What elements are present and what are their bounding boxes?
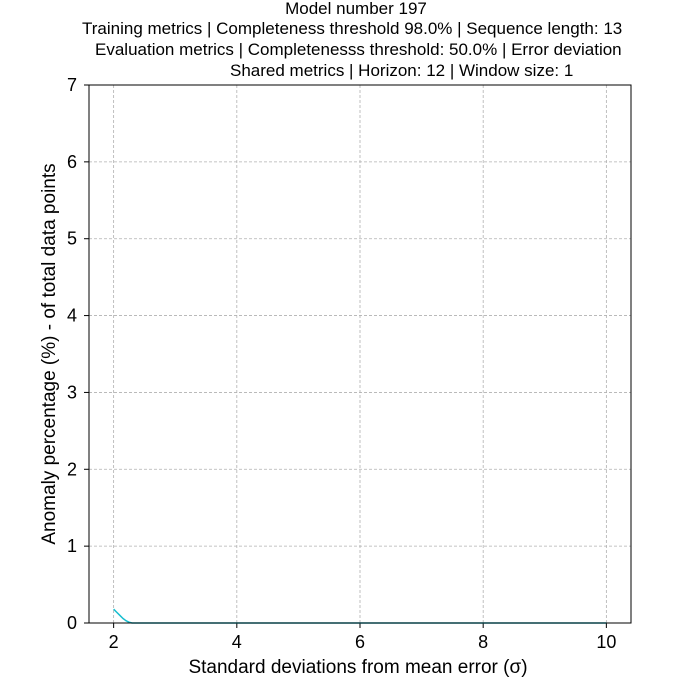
x-tick-label: 8	[478, 632, 488, 652]
x-tick-label: 6	[355, 632, 365, 652]
x-tick-label: 4	[232, 632, 242, 652]
x-axis-label: Standard deviations from mean error (σ)	[188, 657, 527, 678]
y-tick-label: 7	[67, 75, 77, 95]
chart-title: Model number 197 Training metrics | Comp…	[82, 0, 622, 80]
x-tick-label: 10	[596, 632, 616, 652]
title-line-shared: Shared metrics | Horizon: 12 | Window si…	[230, 61, 573, 80]
y-axis-label: Anomaly percentage (%) - of total data p…	[39, 163, 60, 544]
y-tick-label: 5	[67, 229, 77, 249]
y-tick-label: 0	[67, 613, 77, 633]
y-tick-label: 4	[67, 306, 77, 326]
title-line-evaluation: Evaluation metrics | Completenesss thres…	[95, 40, 622, 59]
axes-frame	[88, 84, 632, 624]
x-tick-label: 2	[109, 632, 119, 652]
y-tick-label: 3	[67, 382, 77, 402]
grid	[89, 84, 631, 624]
y-tick-label: 2	[67, 459, 77, 479]
axis-ticks: 2 4 6 8 10 0 1 2 3 4 5 6 7	[67, 75, 616, 652]
title-line-training: Training metrics | Completeness threshol…	[82, 19, 622, 38]
y-tick-label: 1	[67, 536, 77, 556]
title-line-model: Model number 197	[285, 0, 427, 18]
y-tick-label: 6	[67, 152, 77, 172]
